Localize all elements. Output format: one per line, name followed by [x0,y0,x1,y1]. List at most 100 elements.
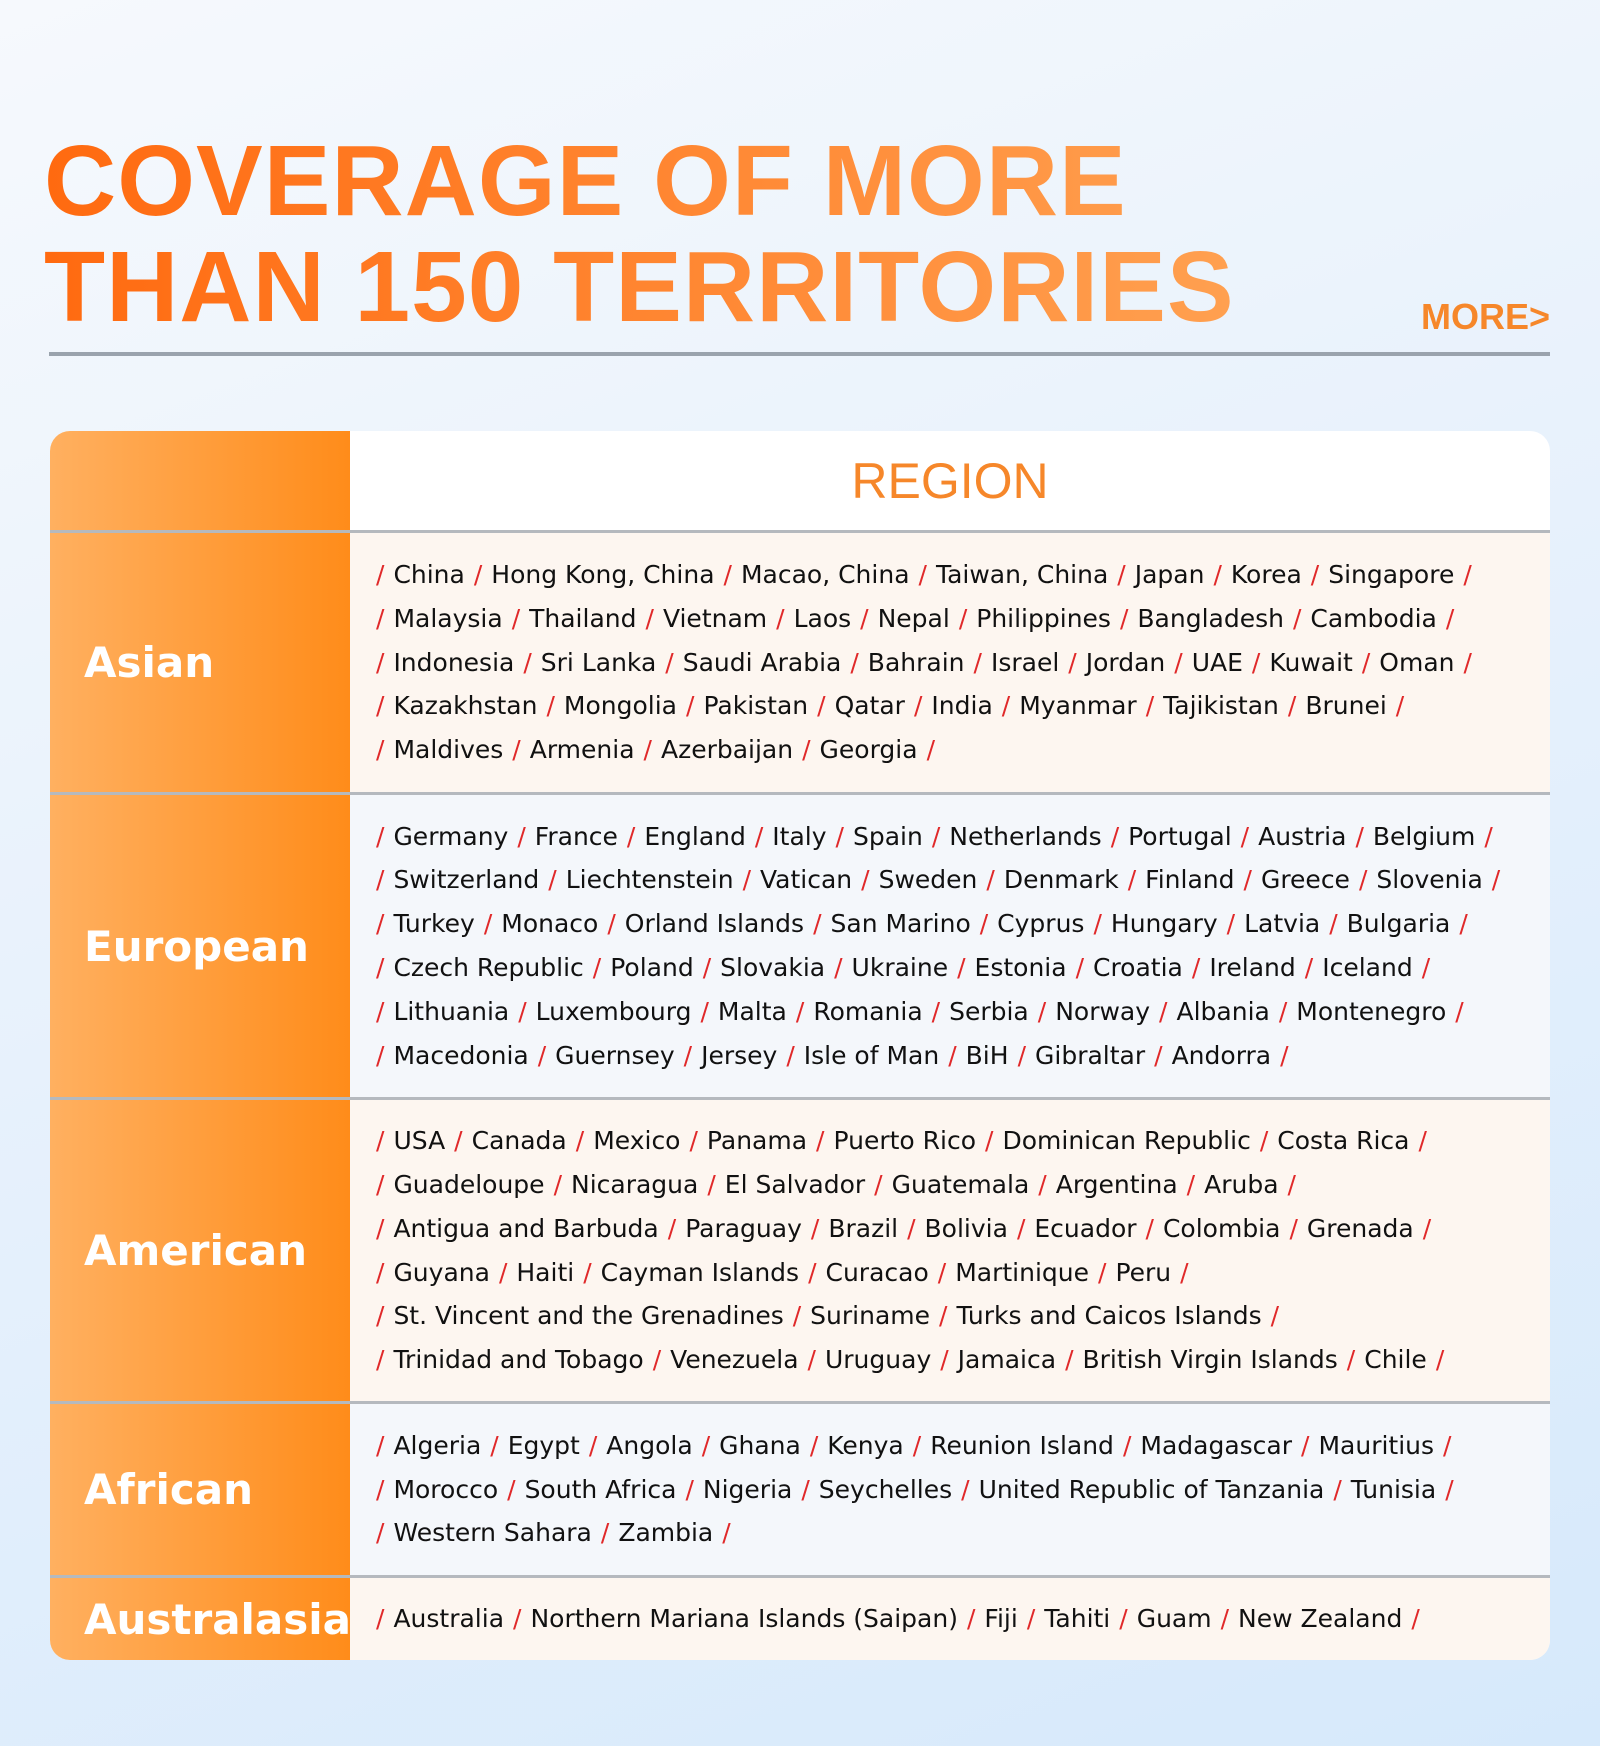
separator: / [701,1430,711,1460]
country: Brunei [1305,691,1387,721]
country: Serbia [949,996,1029,1026]
separator: / [376,603,385,633]
country: Brazil [828,1213,899,1243]
separator: / [1395,691,1405,721]
separator: / [958,603,968,633]
country: Belgium [1372,821,1476,851]
country: Maldives [393,735,504,765]
separator: / [1174,647,1183,677]
separator: / [537,1040,547,1070]
country-line: / Western Sahara / Zambia / [376,1511,1550,1555]
separator: / [742,865,752,895]
separator: / [1220,1604,1230,1634]
country: Guernsey [555,1040,675,1070]
country: Germany [393,821,509,851]
country: Guatemala [891,1169,1030,1199]
separator: / [850,647,859,677]
separator: / [1289,1213,1298,1243]
country-line: / Kazakhstan / Mongolia / Pakistan / Qatar / Indi… [376,684,1550,728]
separator: / [483,909,493,939]
separator: / [1122,1430,1132,1460]
title: COVERAGE OF MORE THAN 150 TERRITORIES [44,128,1235,340]
country: Slovenia [1376,865,1483,895]
separator: / [1301,1430,1310,1460]
separator: / [376,909,385,939]
country: England [644,821,746,851]
separator: / [1213,560,1222,589]
separator: / [507,1474,516,1504]
country: South Africa [524,1474,677,1504]
separator: / [575,1126,585,1156]
country: Seychelles [818,1474,953,1504]
country: Cyprus [997,909,1085,939]
country: Ghana [719,1430,801,1460]
separator: / [1145,1213,1154,1243]
country-line: / Lithuania / Luxembourg / Malta / Romania / Serb… [376,990,1550,1034]
country: Jordan [1085,647,1166,677]
country: Monaco [501,909,599,939]
separator: / [1065,1345,1074,1375]
separator: / [1270,1301,1280,1331]
separator: / [592,953,602,982]
separator: / [1455,996,1464,1026]
separator: / [473,560,483,589]
country: Bolivia [924,1213,1008,1243]
country: Cayman Islands [600,1257,800,1287]
country: Armenia [529,735,635,765]
separator: / [376,1474,385,1504]
separator: / [1001,691,1011,721]
separator: / [1329,909,1338,939]
separator: / [907,1213,916,1243]
country: New Zealand [1238,1604,1403,1634]
country: Kazakhstan [393,691,538,721]
country: Bahrain [867,647,965,677]
separator: / [588,1430,598,1460]
country: Gibraltar [1035,1040,1146,1070]
separator: / [957,953,966,982]
country-line: / Guadeloupe / Nicaragua / El Salvador / Guatem… [376,1163,1550,1207]
separator: / [1191,953,1201,982]
country: Spain [852,821,923,851]
country-line: / China / Hong Kong, China / Macao, China / Tai… [376,553,1550,597]
country: Costa Rica [1277,1126,1410,1156]
separator: / [1017,1040,1026,1070]
separator: / [1075,953,1084,982]
country: Orland Islands [624,909,805,939]
country: Croatia [1093,953,1183,982]
separator: / [548,865,557,895]
country-line: / Malaysia / Thailand / Vietnam / Laos / Nepal / Ph… [376,597,1550,641]
separator: / [808,1257,817,1287]
separator: / [685,1474,694,1504]
separator: / [940,1345,949,1375]
separator: / [553,1169,562,1199]
separator: / [376,996,385,1026]
country-line: / Czech Republic / Poland / Slovakia / Ukraine /… [376,946,1550,990]
region-row: Asian / China / Hong Kong, China / Macao, Chin… [50,533,1550,795]
country-list: / USA / Canada / Mexico / Panama / Puerto Rico / Do… [350,1100,1550,1401]
title-line: THAN 150 TERRITORIES [44,231,1235,343]
country: Ecuador [1034,1213,1137,1243]
separator: / [1037,996,1047,1026]
separator: / [986,865,995,895]
country: Malaysia [393,603,503,633]
country: Macao, China [740,560,910,589]
country: Haiti [516,1257,575,1287]
more-link[interactable]: MORE> [1420,296,1550,337]
separator: / [643,735,652,765]
country: Oman [1379,647,1455,677]
region-name: Australasia [50,1578,351,1660]
country: Dominican Republic [1002,1126,1251,1156]
separator: / [607,909,616,939]
country: Austria [1258,821,1347,851]
separator: / [1159,996,1168,1026]
country-line: / Maldives / Armenia / Azerbaijan / Georgia / [376,728,1550,772]
country: Algeria [393,1430,482,1460]
country: Nicaragua [571,1169,699,1199]
country: Madagascar [1140,1430,1293,1460]
separator: / [1304,953,1314,982]
country: Israel [990,647,1060,677]
country-line: / Switzerland / Liechtenstein / Vatican / Swede… [376,858,1550,902]
country-list: / Algeria / Egypt / Angola / Ghana / Kenya / Reunio… [350,1404,1550,1575]
separator: / [912,1430,922,1460]
country-line: / Germany / France / England / Italy / Spain / Neth… [376,815,1550,859]
